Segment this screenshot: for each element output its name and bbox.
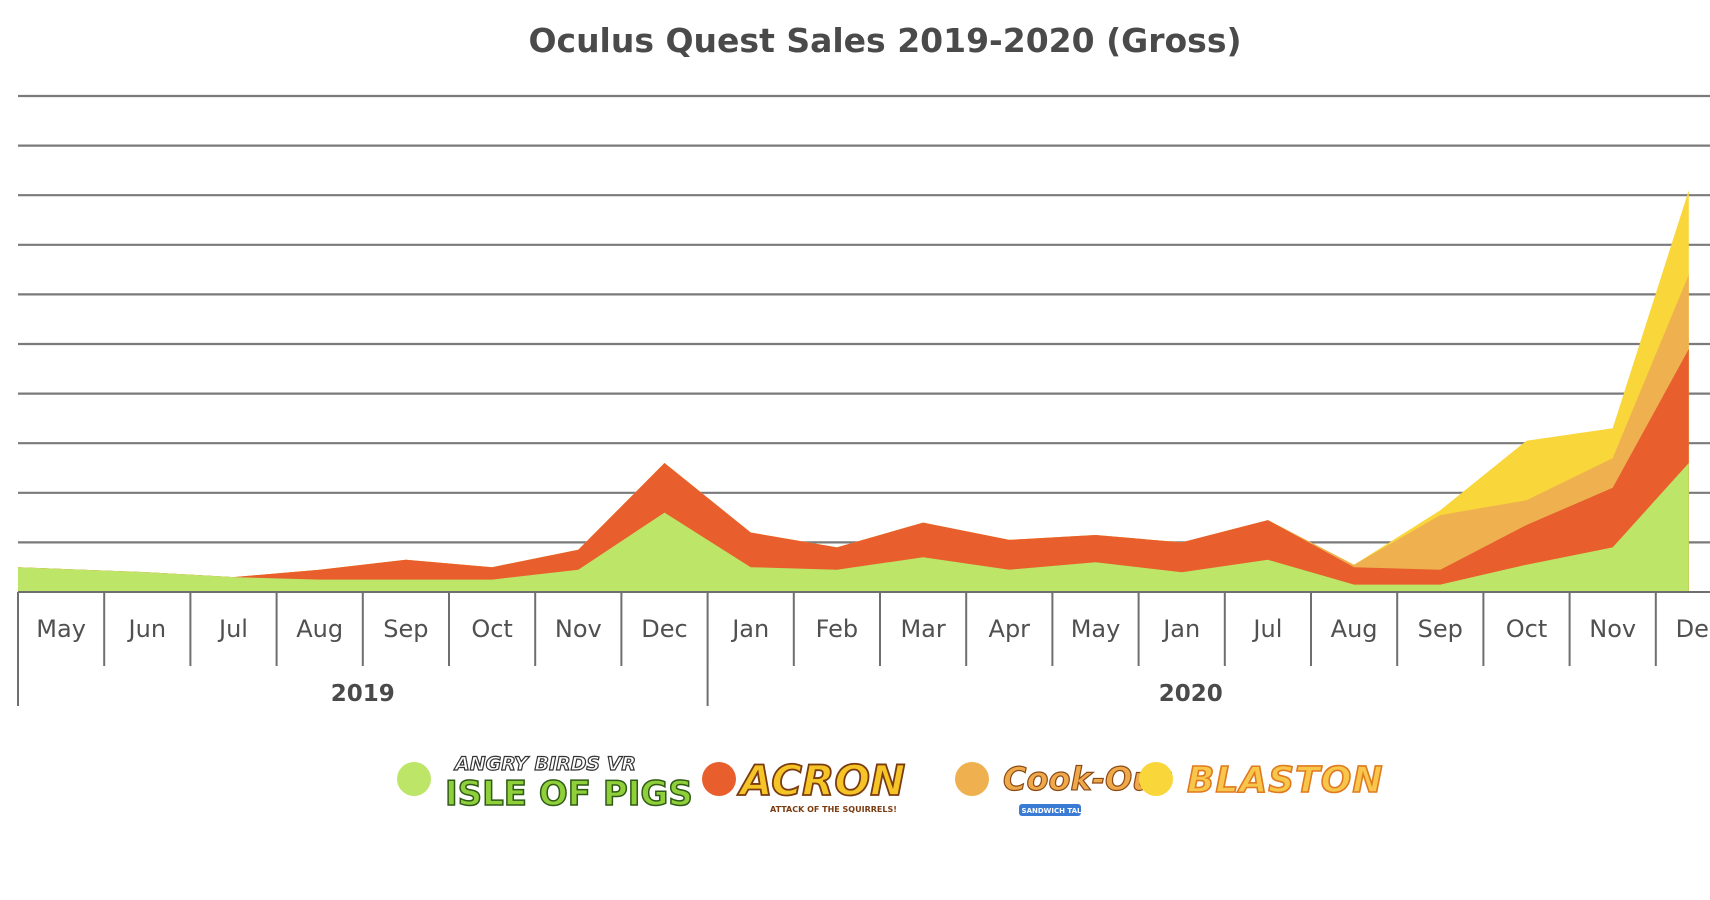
x-tick-label: Jun [127,615,167,643]
x-tick-label: Nov [555,615,602,643]
x-axis: May Jun Jul Aug Sep Oct Nov Dec Jan Feb Mar Apr May J… [17,591,1710,707]
x-tick-label: Aug [296,615,343,643]
x-tick-label: Oct [1506,615,1548,643]
x-tick-label: Apr [989,615,1031,643]
x-tick-label: Nov [1589,615,1636,643]
legend-swatch [397,762,431,796]
x-tick-label: Dec [641,615,687,643]
chart-title: Oculus Quest Sales 2019-2020 (Gross) [528,21,1241,60]
x-tick-label: May [36,615,86,643]
legend-swatch [702,762,736,796]
legend-logo-text: BLASTON [1187,760,1383,801]
x-tick-label: Dec [1676,615,1710,643]
x-tick-label: Mar [900,615,945,643]
x-tick-label: Oct [471,615,513,643]
legend-logo-text: ISLE OF PIGS [445,774,693,814]
legend-logo-text: A SANDWICH TALE [1014,807,1087,815]
legend-logo-text: ACRON [737,756,905,805]
legend-swatch [1139,762,1173,796]
x-tick-label: Jan [730,615,769,643]
x-tick-label: Feb [816,615,859,643]
year-label: 2019 [331,681,395,707]
x-tick-label: Sep [383,615,428,643]
area-series-2 [18,349,1689,592]
x-tick-label: May [1071,615,1121,643]
x-tick-label: Jul [217,615,248,643]
legend-item: BLASTON [1139,759,1383,802]
legend-logo-text: ANGRY BIRDS VR [453,753,636,775]
legend-logo-text: ATTACK OF THE SQUIRRELS! [770,805,897,814]
x-tick-label: Aug [1331,615,1378,643]
area-series-1 [18,463,1689,592]
x-tick-label: Jan [1161,615,1200,643]
stacked-areas [18,190,1689,592]
gridlines [18,94,1710,544]
legend-logo-banner [1019,804,1081,816]
x-tick-label: Jul [1251,615,1282,643]
x-tick-label: Sep [1418,615,1463,643]
year-label: 2020 [1159,681,1223,707]
legend-swatch [955,762,989,796]
